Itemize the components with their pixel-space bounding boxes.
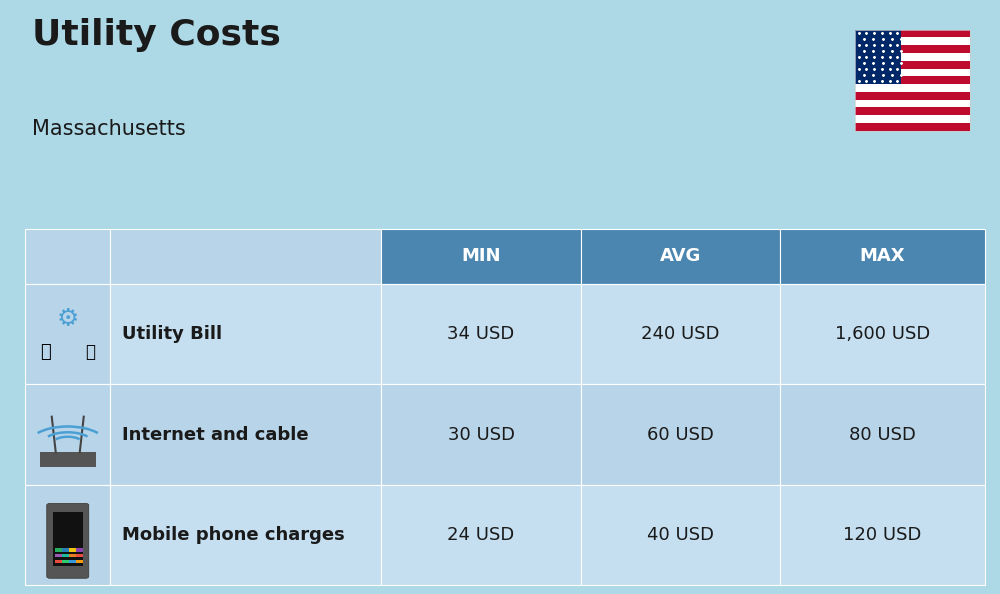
Bar — [855, 115, 970, 123]
Bar — [40, 453, 96, 467]
Bar — [76, 560, 83, 563]
Text: Internet and cable: Internet and cable — [122, 425, 309, 444]
Text: 1,600 USD: 1,600 USD — [835, 325, 930, 343]
Bar — [581, 229, 780, 284]
FancyBboxPatch shape — [47, 504, 89, 579]
Text: AVG: AVG — [660, 247, 701, 266]
Text: 120 USD: 120 USD — [843, 526, 922, 544]
Bar — [780, 229, 984, 284]
Bar — [62, 560, 69, 563]
Text: MIN: MIN — [461, 247, 501, 266]
Text: 60 USD: 60 USD — [647, 425, 714, 444]
Bar — [25, 384, 110, 485]
Text: 24 USD: 24 USD — [447, 526, 515, 544]
Bar — [69, 554, 76, 557]
Text: Mobile phone charges: Mobile phone charges — [122, 526, 345, 544]
Bar — [62, 554, 69, 557]
Bar — [53, 512, 83, 565]
Bar — [55, 554, 62, 557]
Bar — [62, 548, 69, 551]
Bar — [55, 560, 62, 563]
Bar — [381, 229, 581, 284]
Text: Massachusetts: Massachusetts — [32, 119, 186, 139]
Text: 💧: 💧 — [85, 343, 95, 361]
Bar — [76, 548, 83, 551]
Bar — [855, 53, 970, 61]
Bar — [855, 68, 970, 76]
Text: 40 USD: 40 USD — [647, 526, 714, 544]
Bar — [69, 548, 76, 551]
Bar — [25, 284, 110, 384]
Bar — [55, 548, 62, 551]
Bar — [25, 485, 110, 585]
Bar — [855, 100, 970, 108]
Text: 34 USD: 34 USD — [447, 325, 515, 343]
Text: MAX: MAX — [860, 247, 905, 266]
Bar — [855, 37, 970, 45]
Bar — [855, 84, 970, 92]
Text: Utility Costs: Utility Costs — [32, 18, 281, 52]
Text: Utility Bill: Utility Bill — [122, 325, 223, 343]
Text: 🔌: 🔌 — [40, 343, 51, 361]
Bar — [76, 554, 83, 557]
Bar — [25, 229, 110, 284]
Text: ⚙: ⚙ — [57, 307, 79, 331]
Bar — [69, 560, 76, 563]
Text: 240 USD: 240 USD — [641, 325, 720, 343]
Bar — [855, 30, 901, 84]
Text: 80 USD: 80 USD — [849, 425, 916, 444]
Text: 30 USD: 30 USD — [448, 425, 514, 444]
Bar — [110, 229, 381, 284]
